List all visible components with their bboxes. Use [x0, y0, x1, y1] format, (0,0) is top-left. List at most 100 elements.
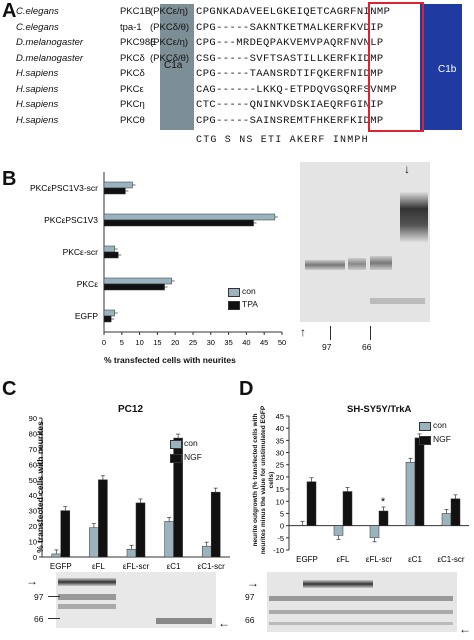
gene-name: PKCη	[120, 99, 145, 110]
bar-con	[103, 245, 115, 253]
protein-sequence: CPG-----TAANSRDTIFQKERFNIDMP	[196, 68, 384, 80]
panel-c: C PC12 0 10 20 30 40 50 60 70 80 90 EGFP εFL εFL-scr…	[0, 372, 237, 640]
c1b-label: C1b	[438, 64, 457, 75]
species-name: H.sapiens	[16, 114, 59, 126]
x-tick-label: 0	[102, 338, 106, 347]
protein-sequence: CPG-----SAINSREMTFHKERFKIDMP	[196, 114, 384, 127]
y-tick-label: 50	[29, 476, 37, 485]
y-tick-label: 20	[276, 473, 284, 482]
protein-sequence: CTC-----QNINKVDSKIAEQRFGINIP	[196, 99, 384, 111]
category-label: PKCεPSC1V3	[44, 215, 98, 225]
x-tick-label: 25	[189, 338, 197, 347]
legend-tpa-swatch	[228, 301, 240, 310]
legend-c-ngf-label: NGF	[184, 452, 202, 462]
y-tick-label: 0	[33, 553, 37, 562]
species-name: D.melanogaster	[16, 52, 84, 64]
legend-d-con-label: con	[433, 420, 447, 430]
legend-d-ngf-label: NGF	[433, 434, 451, 444]
bar-con	[441, 513, 452, 526]
blot-c-97-tick	[48, 596, 60, 597]
species-name: C.elegans	[16, 6, 59, 17]
category-label: εFL-scr	[366, 555, 393, 564]
bar-con	[103, 277, 172, 285]
panel-b-chart: 0 5 10 15 20 25 30 35 40 45 50 PKCεPSC1V3-scr PKCεPS…	[0, 160, 290, 370]
isoform-group: (PKCε/η)	[150, 37, 189, 48]
legend-d-con-swatch	[419, 422, 431, 431]
y-tick-label: 90	[29, 414, 37, 423]
bar-con	[164, 521, 174, 558]
legend-tpa-label: TPA	[242, 299, 258, 309]
panel-d-ylabel: neurite outgrowth (% transfected cells w…	[252, 405, 275, 555]
protein-sequence: CAG------LKKQ-ETPDQVGSQRFSVNMP	[196, 83, 398, 96]
gene-name: PKCδ	[120, 52, 145, 64]
panel-d: D SH-SY5Y/TrkA -10 -5 0 5 10 15 20 25 30 35 40 45 EG…	[237, 372, 474, 640]
bar-NGF	[60, 510, 71, 558]
blot-d-97-label: 97	[245, 592, 255, 602]
panel-a-letter: A	[2, 0, 17, 22]
protein-sequence: CSG-----SVFTSASTILLKERFKIDMP	[196, 52, 384, 65]
c1a-domain-bar: C1a	[160, 4, 194, 130]
bar-NGF	[342, 491, 353, 526]
bar-TPA	[103, 251, 119, 259]
category-label: PKCεPSC1V3-scr	[30, 183, 98, 193]
panel-d-letter: D	[239, 378, 254, 400]
bar-NGF	[378, 510, 389, 526]
panel-d-chart-svg: -10 -5 0 5 10 15 20 25 30 35 40 45 EGFP εFL εFL-scr εC1…	[273, 412, 469, 564]
alignment-row: C.elegans PKC1B (PKCε/η) CPGNKADAVEELGKEIQE…	[0, 6, 474, 21]
bar-TPA	[103, 219, 254, 227]
category-label: εC1-scr	[437, 555, 464, 564]
bar-TPA	[103, 187, 126, 195]
x-tick-label: 35	[224, 338, 232, 347]
x-tick-label: 10	[135, 338, 143, 347]
y-tick-label: 5	[280, 509, 284, 518]
y-tick-label: 20	[29, 522, 37, 531]
y-tick-label: 40	[276, 424, 284, 433]
alignment-row: H.sapiens PKCη CTC-----QNINKVDSKIAEQRFGINI…	[0, 99, 474, 114]
species-name: H.sapiens	[16, 68, 59, 79]
isoform-group: (PKCε/η)	[150, 6, 189, 17]
category-label: EGFP	[50, 562, 72, 571]
panel-b: B 0 5 10 15 20 25 30 35 40 45 50 PKCεPSC1V3-scr PKCε…	[0, 160, 474, 370]
blot-c-arrow-right-icon: →	[26, 574, 38, 588]
alignment-row: D.melanogaster PKCδ (PKCδ/θ) CSG-----SVFTSA…	[0, 53, 474, 68]
blot-d-66-label: 66	[245, 615, 255, 625]
bar-con	[103, 181, 133, 189]
category-label: PKCε	[77, 279, 98, 289]
panel-d-chart: -10 -5 0 5 10 15 20 25 30 35 40 45 EGFP εFL εFL-scr εC1…	[237, 372, 474, 572]
conserved-motif-box	[368, 2, 424, 132]
species-name: D.melanogaster	[16, 37, 84, 48]
legend-c-ngf-swatch	[170, 454, 182, 463]
legend-con-swatch	[228, 288, 240, 297]
bar-con	[89, 527, 99, 558]
category-label: εFL-scr	[123, 562, 150, 571]
protein-sequence: CPGNKADAVEELGKEIQETCAGRFNINMP	[196, 6, 391, 18]
blot-d-arrow-right-icon: →	[247, 576, 259, 590]
alignment-row: C.elegans tpa-1 (PKCδ/θ) CPG-----SAKNTKETMA…	[0, 22, 474, 37]
bar-NGF	[414, 437, 425, 526]
y-tick-label: 10	[276, 497, 284, 506]
c1b-domain-bar: C1b	[420, 4, 462, 130]
panel-c-western-blot	[56, 572, 216, 628]
category-label: εC1-scr	[198, 562, 225, 571]
y-tick-label: 15	[276, 485, 284, 494]
panel-b-letter: B	[2, 168, 17, 190]
bar-NGF	[210, 491, 221, 558]
bar-con	[103, 213, 276, 221]
panel-b-western-blot	[300, 162, 430, 322]
bar-NGF	[135, 502, 146, 558]
blot-arrow-down-icon: ↓	[404, 162, 410, 176]
panel-c-chart: 0 10 20 30 40 50 60 70 80 90 EGFP εFL εFL-scr εC1 εC1-…	[0, 372, 237, 572]
panel-d-title: SH-SY5Y/TrkA	[347, 404, 412, 415]
panel-b-chart-svg: 0 5 10 15 20 25 30 35 40 45 50 PKCεPSC1V3-scr PKCεPS…	[30, 172, 286, 347]
bar-con	[201, 545, 212, 558]
legend-con-label: con	[242, 286, 256, 296]
marker-97-label: 97	[322, 342, 332, 352]
protein-sequence: CPG-----SAKNTKETMALKERFKVDIP	[196, 21, 384, 34]
panel-d-western-blot	[267, 572, 457, 632]
bar-NGF	[450, 498, 461, 526]
panel-c-chart-svg: 0 10 20 30 40 50 60 70 80 90 EGFP εFL εFL-scr εC1 εC1-…	[29, 414, 230, 571]
bar-TPA	[103, 283, 165, 291]
y-tick-label: 60	[29, 460, 37, 469]
bar-TPA	[103, 315, 112, 323]
isoform-group: (PKCδ/θ)	[150, 21, 190, 33]
